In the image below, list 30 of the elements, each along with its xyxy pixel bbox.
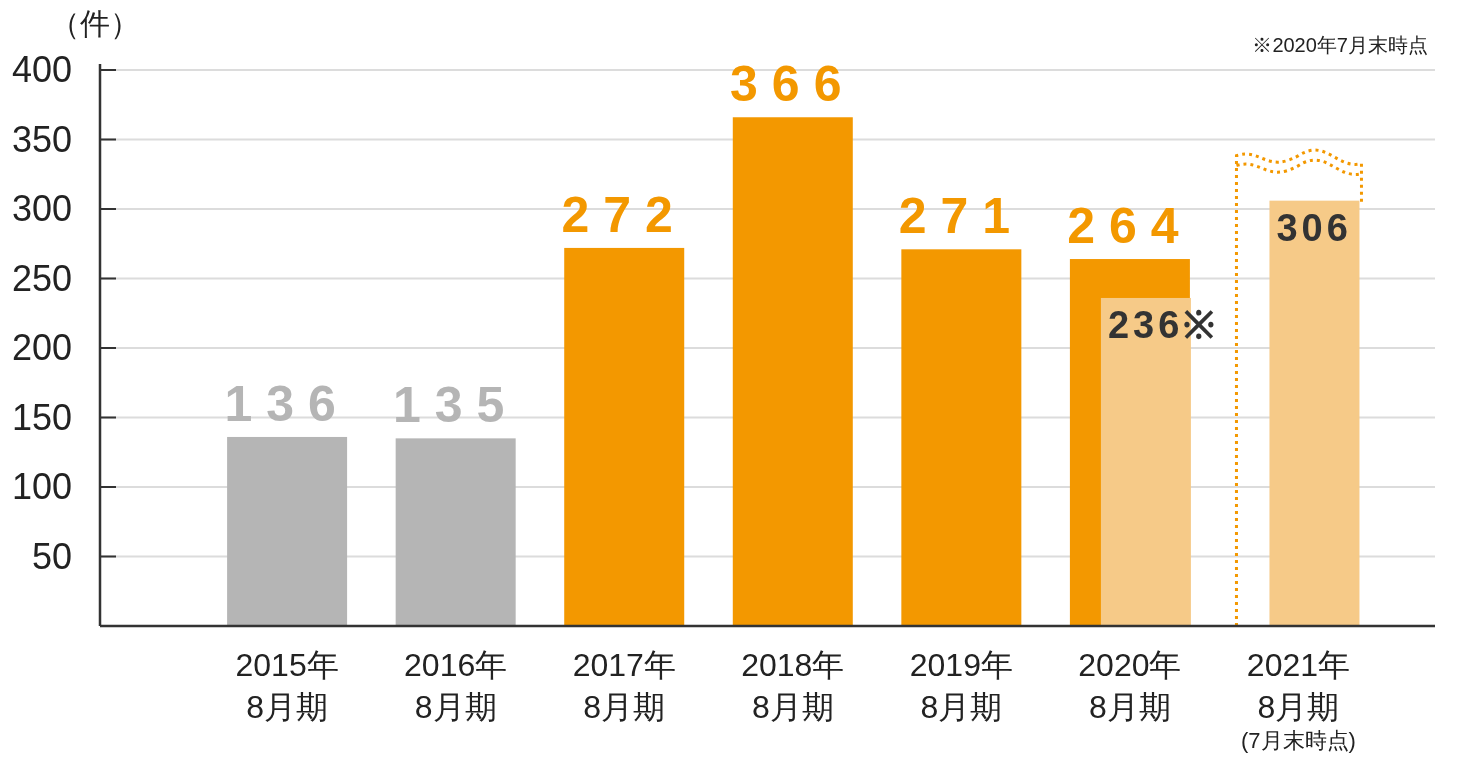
x-tick-label: 2017年 8月期 bbox=[572, 647, 676, 725]
x-tick-label: 2019年 8月期 bbox=[909, 647, 1013, 725]
text: ※2020年7月末時点 bbox=[1252, 34, 1428, 56]
data-label: 135 bbox=[392, 377, 519, 434]
y-axis-title: （件） bbox=[50, 7, 140, 40]
x-tick-label: 2020年 8月期 bbox=[1078, 647, 1182, 725]
y-tick-label: 150 bbox=[11, 396, 72, 438]
bar bbox=[395, 438, 516, 626]
y-tick-label: 250 bbox=[11, 257, 72, 299]
x-tick-label: 2016年 8月期 bbox=[404, 647, 508, 725]
y-tick-label: 100 bbox=[11, 466, 72, 507]
y-tick-label: 350 bbox=[11, 118, 72, 160]
y-tick-label: 50 bbox=[31, 535, 72, 577]
data-label: 264 bbox=[1067, 198, 1193, 255]
data-label: 136 bbox=[224, 375, 350, 432]
y-tick-label: 200 bbox=[11, 327, 72, 368]
y-tick-label: 400 bbox=[11, 49, 72, 90]
bar bbox=[901, 249, 1022, 626]
data-label: 271 bbox=[898, 188, 1025, 245]
x-tick-label: 2021年 8月期 (7月末時点) bbox=[1241, 647, 1356, 753]
x-tick-label: 2018年 8月期 bbox=[741, 647, 845, 725]
bar bbox=[227, 436, 348, 626]
data-label: 306 bbox=[1276, 206, 1352, 249]
bar bbox=[732, 117, 853, 626]
bar bbox=[564, 247, 685, 626]
data-label: 272 bbox=[561, 186, 687, 243]
data-label: 366 bbox=[730, 56, 856, 113]
bar bbox=[1269, 200, 1360, 626]
x-tick-label: 2015年 8月期 bbox=[235, 647, 339, 725]
y-tick-label: 300 bbox=[11, 188, 72, 229]
